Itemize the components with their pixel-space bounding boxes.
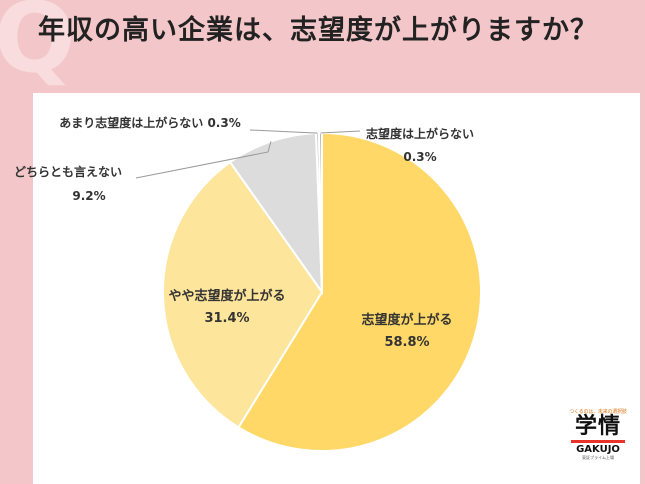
slice-label: 志望度が上がる bbox=[361, 312, 452, 328]
logo-english: GAKUJO bbox=[576, 444, 620, 455]
slice-value-label: 31.4% bbox=[204, 311, 249, 326]
slice-value-label: 58.8% bbox=[384, 335, 429, 350]
slice-label: やや志望度が上がる bbox=[168, 288, 285, 304]
pie-slice bbox=[162, 160, 324, 429]
slice-label: 志望度は上がらない bbox=[366, 126, 474, 141]
leader-line bbox=[320, 130, 361, 134]
page-title: 年収の高い企業は、志望度が上がりますか？ bbox=[38, 15, 598, 46]
pie-slice bbox=[237, 131, 482, 452]
slice-label: どちらとも言えない bbox=[14, 164, 122, 179]
slice-label: あまり志望度は上がらない 0.3% bbox=[59, 115, 240, 130]
logo-tagline: つくるのは、未来の選択肢 bbox=[569, 409, 627, 415]
logo-red-bar bbox=[571, 440, 625, 443]
logo-subtext: 東証プライム上場 bbox=[582, 455, 614, 460]
slice-value-label: 9.2% bbox=[72, 189, 105, 203]
gakujo-logo: つくるのは、未来の選択肢 学情 GAKUJO 東証プライム上場 bbox=[563, 408, 633, 461]
leader-line bbox=[135, 141, 272, 179]
logo-main-text: 学情 bbox=[574, 414, 621, 439]
background-q-letter: Q bbox=[0, 0, 76, 94]
slice-value-label: 0.3% bbox=[403, 150, 436, 164]
leader-line bbox=[249, 129, 318, 134]
